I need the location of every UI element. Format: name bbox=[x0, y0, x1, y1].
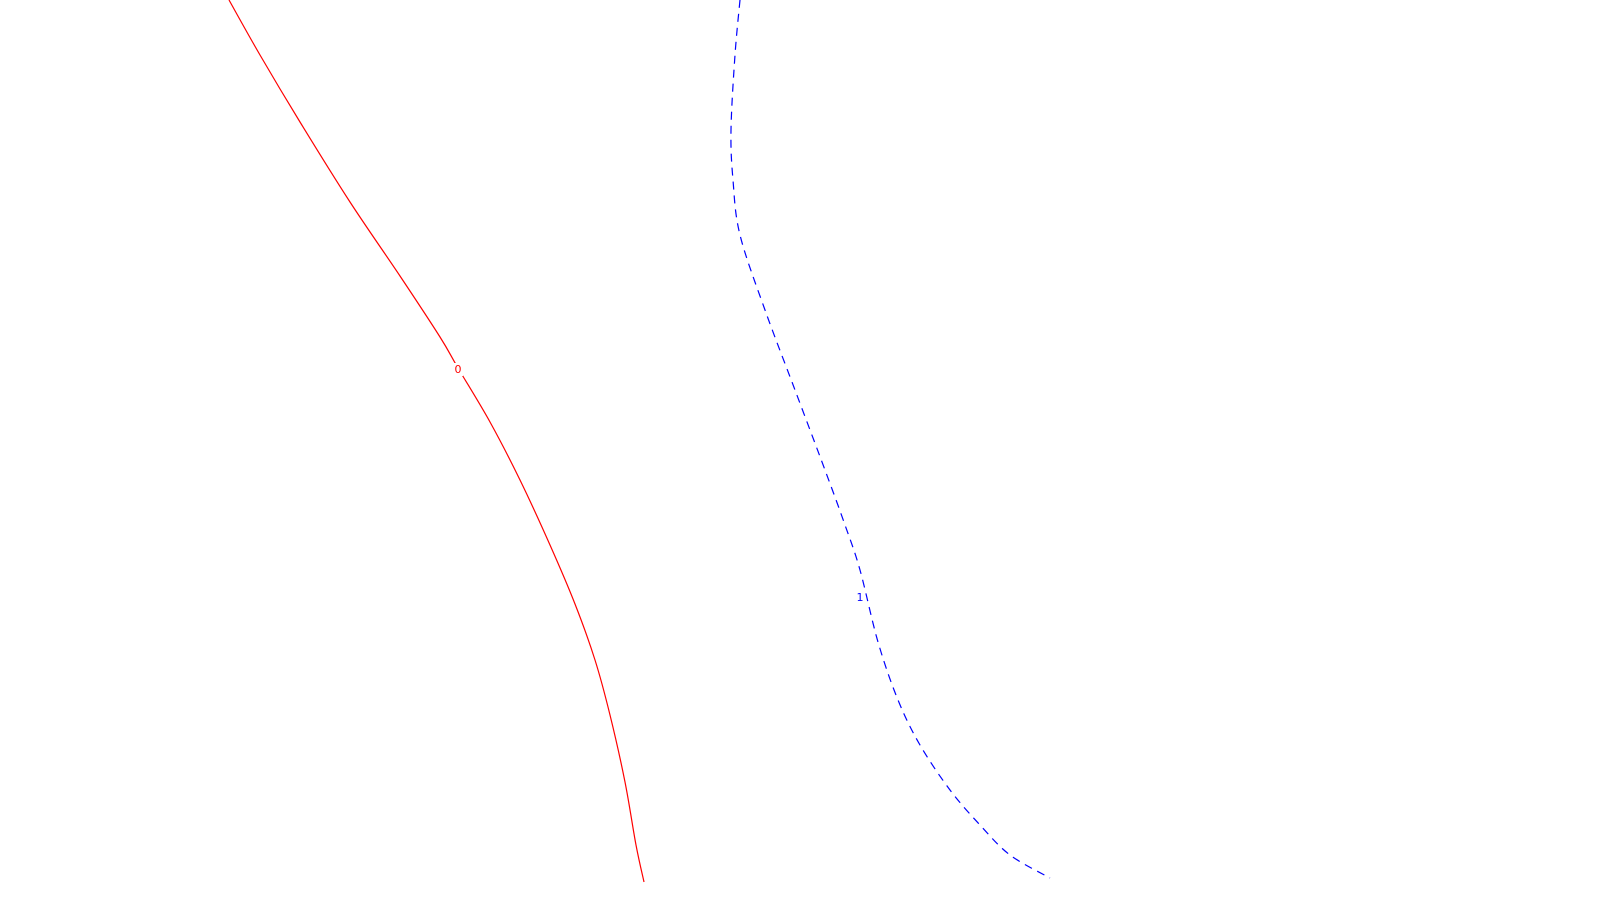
contour-label-0: 0 bbox=[455, 363, 462, 376]
contour-line-1 bbox=[730, 0, 1051, 879]
contour-label-knockout-0 bbox=[453, 363, 463, 376]
series-layer: 01 bbox=[228, 0, 1051, 883]
contour-label-knockout-1 bbox=[855, 591, 865, 604]
contour-label-1: 1 bbox=[857, 591, 864, 604]
contour-series-1: 1 bbox=[730, 0, 1051, 879]
contour-line-0 bbox=[228, 0, 645, 883]
contour-series-0: 0 bbox=[228, 0, 645, 883]
